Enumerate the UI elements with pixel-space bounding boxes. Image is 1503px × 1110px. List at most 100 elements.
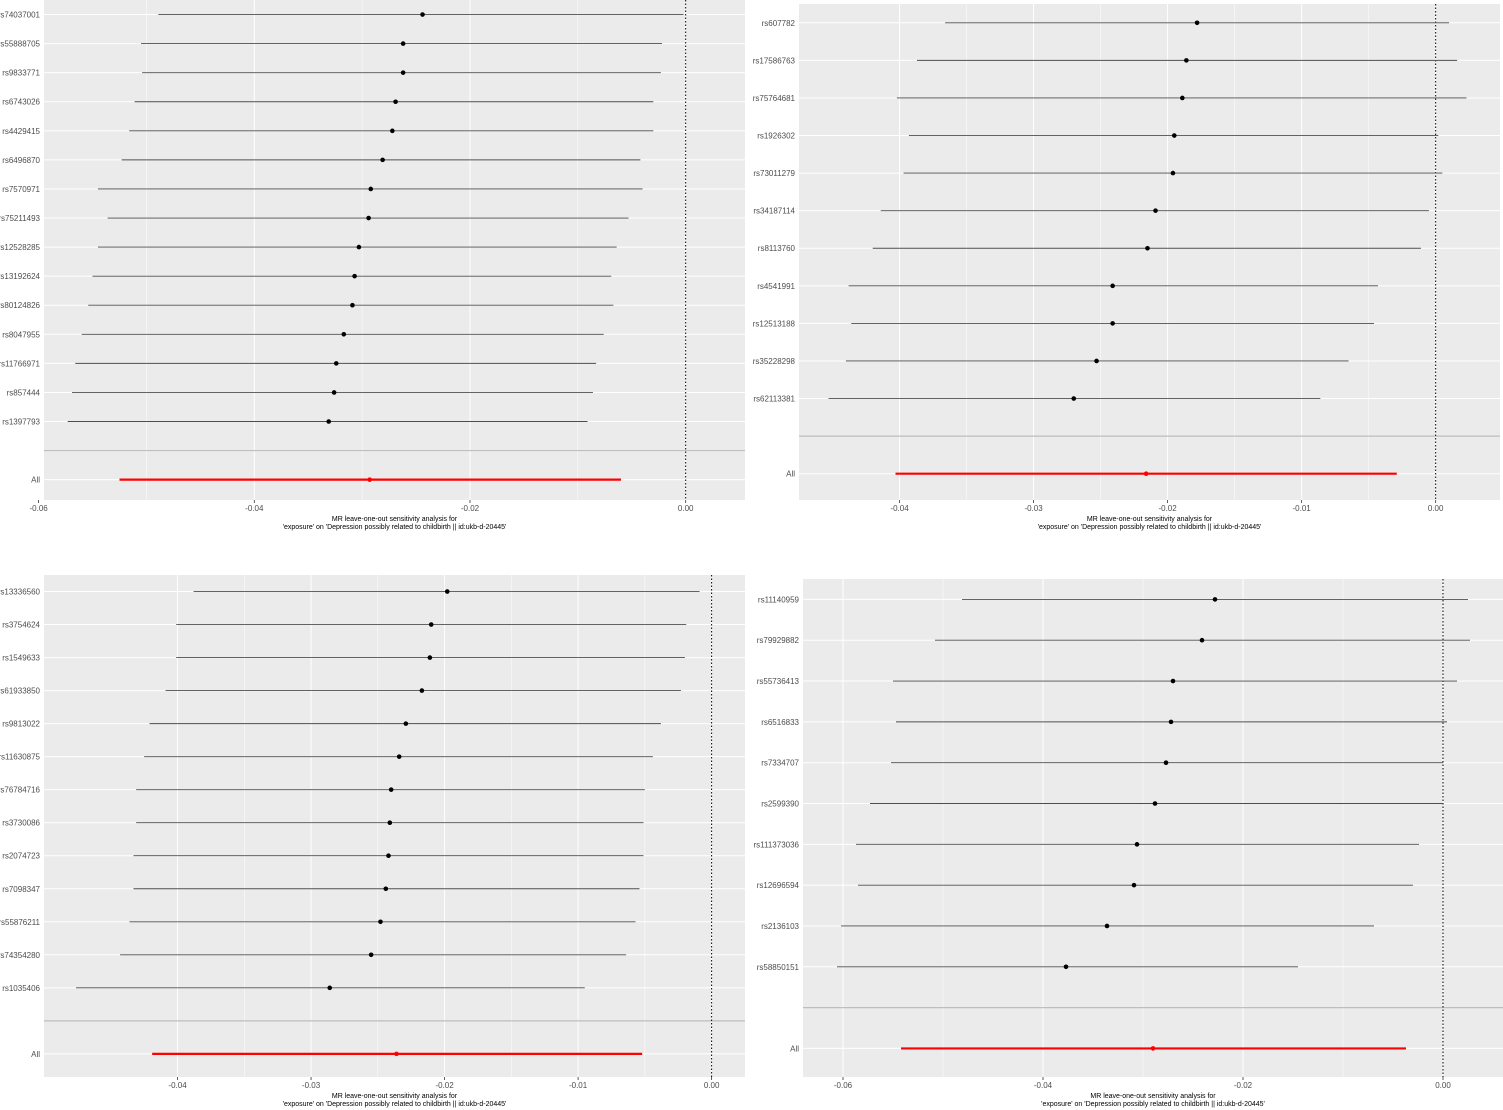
snp-estimate-point <box>356 244 362 250</box>
x-tick-label: -0.01 <box>1293 504 1312 513</box>
snp-label: rs61933850 <box>0 687 41 696</box>
snp-estimate-point <box>1110 321 1115 326</box>
forest-plot-top-right: rs607782 rs17586763 rs75764681 rs1926302 rs7… <box>753 4 1500 531</box>
overall-estimate-point <box>1150 1046 1156 1051</box>
snp-label: rs1549633 <box>2 654 40 663</box>
x-tick-label: -0.02 <box>435 1081 454 1090</box>
snp-estimate-point <box>1180 95 1185 101</box>
snp-label: rs74037001 <box>0 11 41 20</box>
snp-label: rs75211493 <box>0 214 41 223</box>
x-tick-label: -0.02 <box>461 504 480 513</box>
x-tick-label: -0.02 <box>1158 504 1177 513</box>
x-tick-label: 0.00 <box>1435 1081 1451 1090</box>
snp-estimate-point <box>400 70 406 75</box>
x-tick-label: -0.04 <box>245 504 264 513</box>
snp-estimate-point <box>1110 283 1115 289</box>
snp-estimate-point <box>352 273 357 279</box>
snp-estimate-point <box>1063 964 1069 970</box>
x-tick-label: -0.03 <box>1024 504 1043 513</box>
snp-estimate-point <box>387 820 393 825</box>
snp-label: rs2074723 <box>2 852 40 861</box>
snp-label: rs74354280 <box>0 951 41 960</box>
snp-label: rs2599390 <box>761 800 799 809</box>
snp-estimate-point <box>1184 58 1189 63</box>
snp-label: rs1035406 <box>2 984 40 993</box>
overall-estimate-point <box>394 1051 399 1057</box>
snp-label: rs12696594 <box>757 881 800 890</box>
snp-label: rs17586763 <box>753 56 796 65</box>
snp-estimate-point <box>1168 719 1174 725</box>
x-tick-label: -0.04 <box>1034 1081 1053 1090</box>
snp-estimate-point <box>368 952 374 958</box>
overall-label: All <box>786 470 795 479</box>
panel-background <box>44 575 745 1077</box>
snp-estimate-point <box>1152 801 1158 806</box>
snp-label: rs79929882 <box>757 636 800 645</box>
snp-estimate-point <box>1153 208 1158 213</box>
x-tick-label: -0.06 <box>834 1081 853 1090</box>
snp-label: rs607782 <box>762 19 796 28</box>
snp-estimate-point <box>1170 170 1176 176</box>
x-tick-label: -0.04 <box>168 1081 187 1090</box>
x-axis-title-line2: 'exposure' on 'Depression possibly relat… <box>283 524 507 531</box>
snp-label: rs58850151 <box>757 963 800 972</box>
overall-estimate-point <box>1143 471 1149 476</box>
snp-estimate-point <box>1094 358 1099 364</box>
snp-label: rs11766971 <box>0 359 41 368</box>
x-tick-label: -0.03 <box>302 1081 321 1090</box>
snp-label: rs12513188 <box>753 319 796 328</box>
snp-label: rs11140959 <box>758 595 800 604</box>
snp-estimate-point <box>331 390 337 395</box>
snp-label: rs7334707 <box>761 759 799 768</box>
x-tick-label: -0.06 <box>29 504 48 513</box>
x-tick-label: -0.04 <box>890 504 909 513</box>
x-tick-label: -0.01 <box>569 1081 588 1090</box>
snp-label: rs75764681 <box>753 94 796 103</box>
x-tick-label: 0.00 <box>1428 504 1444 513</box>
snp-estimate-point <box>1071 396 1077 401</box>
snp-estimate-point <box>420 12 425 17</box>
snp-label: rs62113381 <box>753 395 795 404</box>
snp-label: rs34187114 <box>753 207 795 216</box>
snp-label: rs111373036 <box>753 840 799 849</box>
snp-estimate-point <box>388 787 394 792</box>
x-axis-title-line1: MR leave-one-out sensitivity analysis fo… <box>1087 516 1213 523</box>
snp-estimate-point <box>393 99 398 105</box>
snp-estimate-point <box>383 886 389 892</box>
snp-estimate-point <box>428 622 434 627</box>
snp-label: rs55736413 <box>757 677 800 686</box>
snp-label: rs7570971 <box>2 185 40 194</box>
snp-estimate-point <box>341 332 347 337</box>
snp-estimate-point <box>1134 842 1140 847</box>
snp-estimate-point <box>1212 597 1218 602</box>
snp-estimate-point <box>390 128 395 134</box>
snp-label: rs9813022 <box>2 720 40 729</box>
snp-estimate-point <box>350 302 355 308</box>
snp-label: rs13336560 <box>0 588 41 597</box>
snp-label: rs3754624 <box>2 621 40 630</box>
snp-label: rs4541991 <box>757 282 795 291</box>
x-axis-title-line2: 'exposure' on 'Depression possibly relat… <box>283 1101 507 1108</box>
snp-estimate-point <box>403 721 409 726</box>
snp-estimate-point <box>1163 760 1169 765</box>
overall-estimate-point <box>367 477 372 482</box>
snp-estimate-point <box>444 589 450 594</box>
snp-label: rs55876211 <box>0 918 41 927</box>
snp-estimate-point <box>1104 923 1110 929</box>
snp-estimate-point <box>1194 20 1200 26</box>
snp-label: rs35228298 <box>753 357 796 366</box>
snp-label: rs76784716 <box>0 786 41 795</box>
x-axis-title-line2: 'exposure' on 'Depression possibly relat… <box>1041 1101 1265 1108</box>
snp-estimate-point <box>1171 133 1177 138</box>
x-tick-label: 0.00 <box>704 1081 720 1090</box>
snp-label: rs13192624 <box>0 272 41 281</box>
snp-estimate-point <box>400 41 406 46</box>
snp-estimate-point <box>386 853 391 859</box>
snp-label: rs7098347 <box>2 885 40 894</box>
forest-plot-bottom-left: rs13336560 rs3754624 rs1549633 rs61933850 rs… <box>0 575 745 1108</box>
snp-estimate-point <box>1131 882 1137 888</box>
snp-estimate-point <box>368 186 374 192</box>
snp-label: rs8113760 <box>758 244 796 253</box>
snp-estimate-point <box>1170 678 1176 684</box>
snp-estimate-point <box>380 157 385 163</box>
